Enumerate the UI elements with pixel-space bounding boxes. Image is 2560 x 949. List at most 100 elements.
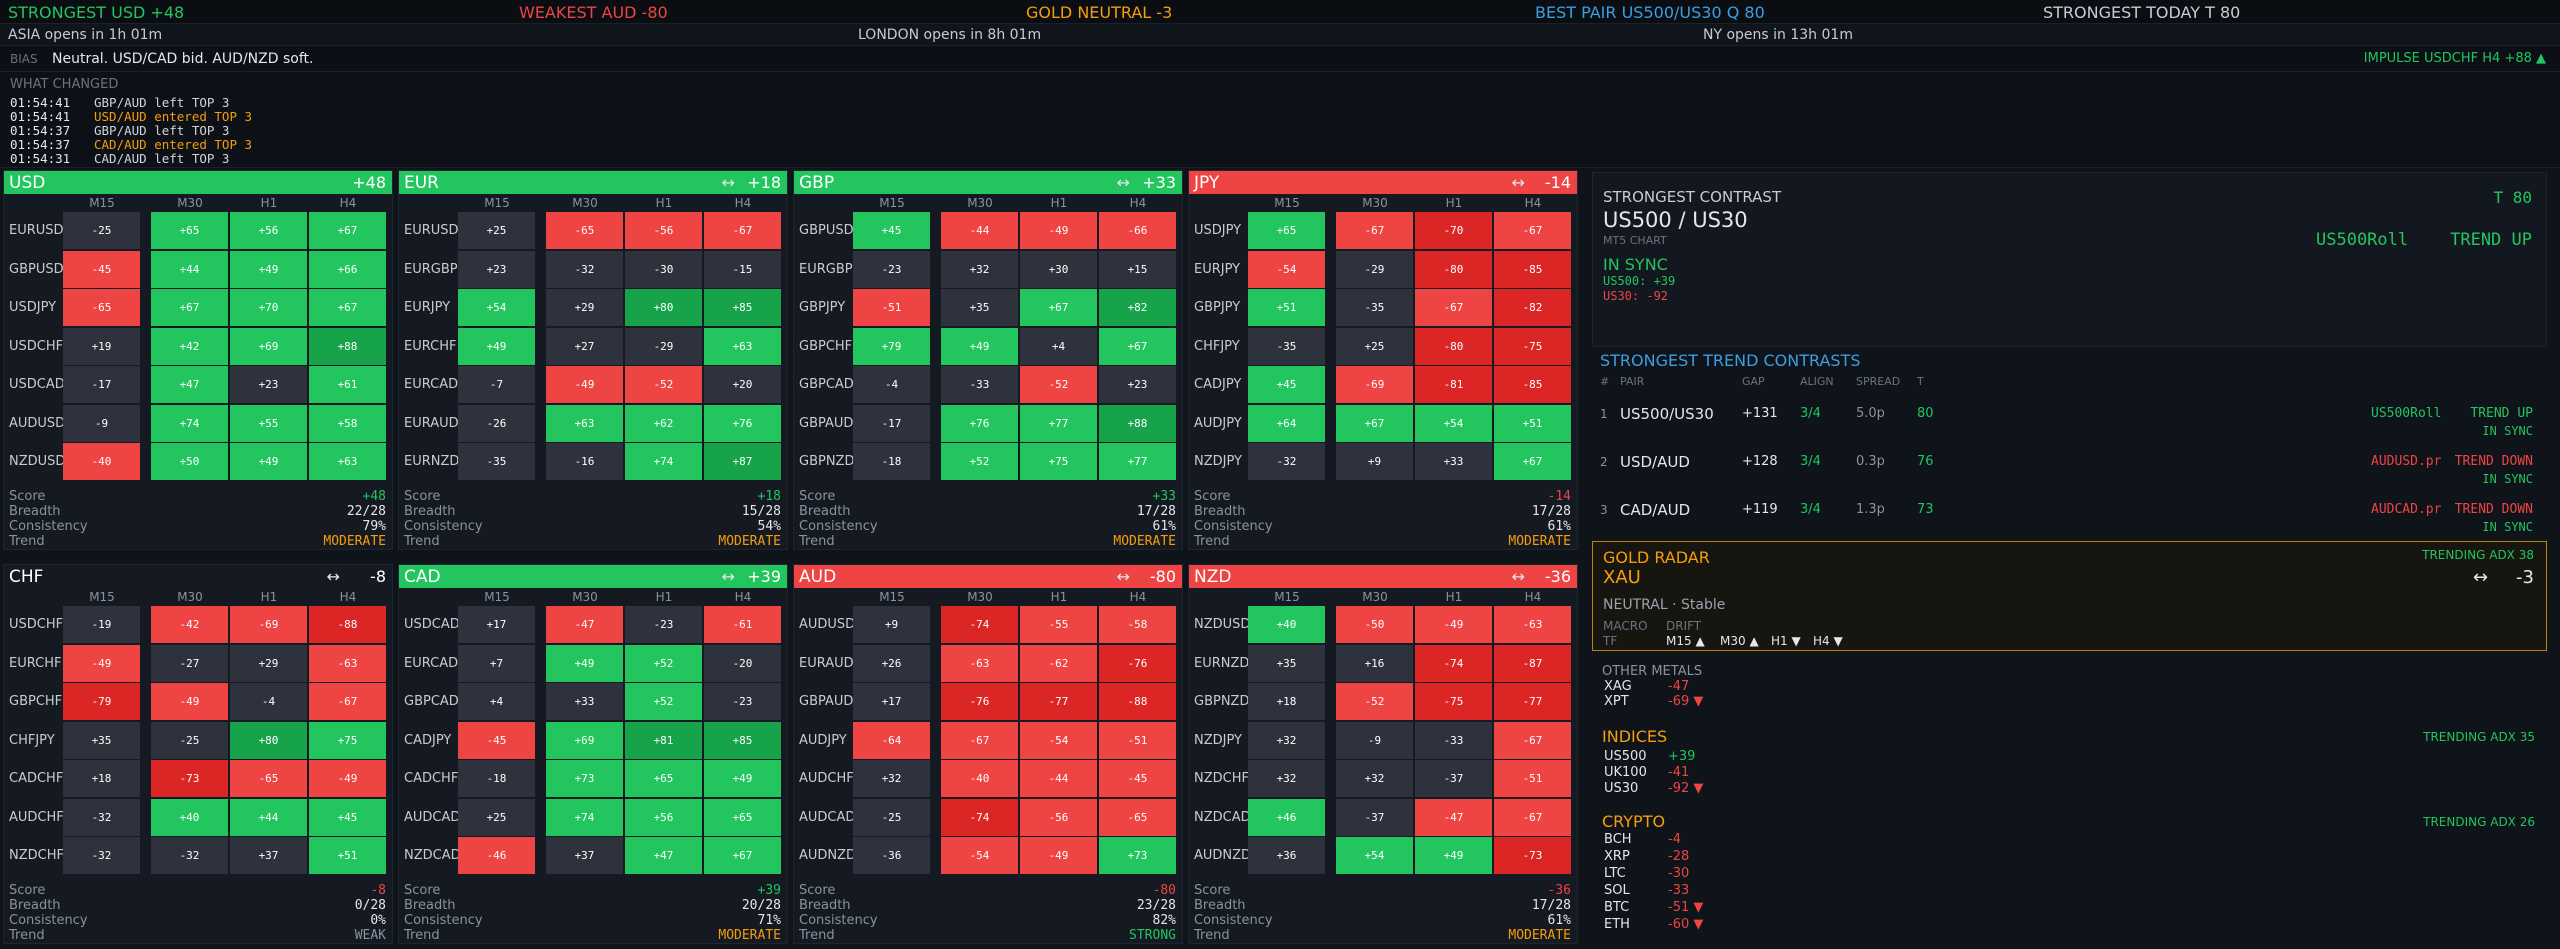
currency-panel-eur[interactable]: EUR ↔ +18 M15 M30 H1 H4 EURUSD +25 -65 -56 -67 EURGB… — [398, 170, 788, 550]
heatmap-cell[interactable]: -42 — [151, 606, 228, 643]
heatmap-cell[interactable]: +54 — [458, 289, 535, 326]
heatmap-cell[interactable]: -67 — [1415, 289, 1492, 326]
heatmap-cell[interactable]: -56 — [1020, 798, 1097, 836]
heatmap-cell[interactable]: -50 — [1336, 606, 1413, 643]
heatmap-cell[interactable]: -87 — [1494, 644, 1571, 682]
heatmap-cell[interactable]: -65 — [1099, 798, 1176, 836]
heatmap-cell[interactable]: +17 — [458, 606, 535, 643]
heatmap-cell[interactable]: -9 — [1336, 721, 1413, 759]
heatmap-cell[interactable]: -23 — [853, 250, 930, 288]
heatmap-cell[interactable]: -37 — [1415, 760, 1492, 797]
heatmap-cell[interactable]: -33 — [941, 366, 1018, 403]
heatmap-cell[interactable]: +88 — [1099, 404, 1176, 442]
heatmap-cell[interactable]: +42 — [151, 327, 228, 365]
heatmap-cell[interactable]: -88 — [1099, 683, 1176, 720]
heatmap-cell[interactable]: +49 — [230, 443, 307, 480]
heatmap-cell[interactable]: -65 — [63, 289, 140, 326]
heatmap-cell[interactable]: +69 — [230, 327, 307, 365]
currency-panel-jpy[interactable]: JPY ↔ -14 M15 M30 H1 H4 USDJPY +65 -67 -70 -67 EURJP… — [1188, 170, 1578, 550]
heatmap-cell[interactable]: +62 — [625, 404, 702, 442]
heatmap-cell[interactable]: -32 — [63, 837, 140, 874]
heatmap-cell[interactable]: +87 — [704, 443, 781, 480]
heatmap-cell[interactable]: +67 — [309, 212, 386, 249]
heatmap-cell[interactable]: -15 — [704, 250, 781, 288]
heatmap-cell[interactable]: -80 — [1415, 327, 1492, 365]
heatmap-cell[interactable]: +51 — [1248, 289, 1325, 326]
heatmap-cell[interactable]: -67 — [941, 721, 1018, 759]
heatmap-cell[interactable]: -76 — [941, 683, 1018, 720]
heatmap-cell[interactable]: +76 — [941, 404, 1018, 442]
heatmap-cell[interactable]: +18 — [1248, 683, 1325, 720]
heatmap-cell[interactable]: +49 — [458, 327, 535, 365]
heatmap-cell[interactable]: -25 — [63, 212, 140, 249]
heatmap-cell[interactable]: -55 — [1020, 606, 1097, 643]
heatmap-cell[interactable]: -52 — [625, 366, 702, 403]
heatmap-cell[interactable]: +32 — [1248, 760, 1325, 797]
heatmap-cell[interactable]: +16 — [1336, 644, 1413, 682]
heatmap-cell[interactable]: +37 — [546, 837, 623, 874]
heatmap-cell[interactable]: +23 — [230, 366, 307, 403]
heatmap-cell[interactable]: +20 — [704, 366, 781, 403]
heatmap-cell[interactable]: -25 — [151, 721, 228, 759]
heatmap-cell[interactable]: -74 — [1415, 644, 1492, 682]
currency-panel-chf[interactable]: CHF ↔ -8 M15 M30 H1 H4 USDCHF -19 -42 -69 -88 EURCHF… — [3, 564, 393, 944]
heatmap-cell[interactable]: +45 — [309, 798, 386, 836]
heatmap-cell[interactable]: -49 — [63, 644, 140, 682]
heatmap-cell[interactable]: -52 — [1020, 366, 1097, 403]
heatmap-cell[interactable]: -65 — [546, 212, 623, 249]
heatmap-cell[interactable]: +23 — [458, 250, 535, 288]
heatmap-cell[interactable]: +49 — [546, 644, 623, 682]
heatmap-cell[interactable]: -54 — [941, 837, 1018, 874]
heatmap-cell[interactable]: -19 — [63, 606, 140, 643]
heatmap-cell[interactable]: -49 — [151, 683, 228, 720]
heatmap-cell[interactable]: -32 — [151, 837, 228, 874]
heatmap-cell[interactable]: -30 — [625, 250, 702, 288]
heatmap-cell[interactable]: -47 — [1415, 798, 1492, 836]
heatmap-cell[interactable]: -35 — [1248, 327, 1325, 365]
trend-contrast-row[interactable]: 1 US500/US30 +131 3/4 5.0p 80 US500Roll TREND U… — [1592, 395, 2547, 443]
heatmap-cell[interactable]: +67 — [1020, 289, 1097, 326]
heatmap-cell[interactable]: -49 — [309, 760, 386, 797]
heatmap-cell[interactable]: +70 — [230, 289, 307, 326]
heatmap-cell[interactable]: -67 — [309, 683, 386, 720]
heatmap-cell[interactable]: +25 — [458, 212, 535, 249]
heatmap-cell[interactable]: -46 — [458, 837, 535, 874]
heatmap-cell[interactable]: +56 — [230, 212, 307, 249]
heatmap-cell[interactable]: -35 — [458, 443, 535, 480]
heatmap-cell[interactable]: -40 — [941, 760, 1018, 797]
heatmap-cell[interactable]: +63 — [704, 327, 781, 365]
heatmap-cell[interactable]: +82 — [1099, 289, 1176, 326]
heatmap-cell[interactable]: +76 — [704, 404, 781, 442]
heatmap-cell[interactable]: +25 — [1336, 327, 1413, 365]
heatmap-cell[interactable]: +73 — [1099, 837, 1176, 874]
heatmap-cell[interactable]: -29 — [1336, 250, 1413, 288]
heatmap-cell[interactable]: -4 — [853, 366, 930, 403]
heatmap-cell[interactable]: -63 — [941, 644, 1018, 682]
heatmap-cell[interactable]: -27 — [151, 644, 228, 682]
heatmap-cell[interactable]: -45 — [63, 250, 140, 288]
heatmap-cell[interactable]: +29 — [546, 289, 623, 326]
heatmap-cell[interactable]: +64 — [1248, 404, 1325, 442]
heatmap-cell[interactable]: +19 — [63, 327, 140, 365]
gold-radar-card[interactable]: GOLD RADAR TRENDING ADX 38 XAU ↔ -3 NEUT… — [1592, 541, 2547, 651]
heatmap-cell[interactable]: +63 — [309, 443, 386, 480]
heatmap-cell[interactable]: -85 — [1494, 366, 1571, 403]
heatmap-cell[interactable]: -75 — [1415, 683, 1492, 720]
heatmap-cell[interactable]: +77 — [1099, 443, 1176, 480]
heatmap-cell[interactable]: -65 — [230, 760, 307, 797]
heatmap-cell[interactable]: -70 — [1415, 212, 1492, 249]
heatmap-cell[interactable]: +65 — [1248, 212, 1325, 249]
heatmap-cell[interactable]: -18 — [853, 443, 930, 480]
heatmap-cell[interactable]: +88 — [309, 327, 386, 365]
heatmap-cell[interactable]: +4 — [458, 683, 535, 720]
heatmap-cell[interactable]: -17 — [853, 404, 930, 442]
heatmap-cell[interactable]: +75 — [1020, 443, 1097, 480]
heatmap-cell[interactable]: -54 — [1020, 721, 1097, 759]
heatmap-cell[interactable]: +52 — [941, 443, 1018, 480]
heatmap-cell[interactable]: +32 — [853, 760, 930, 797]
heatmap-cell[interactable]: +33 — [546, 683, 623, 720]
heatmap-cell[interactable]: -35 — [1336, 289, 1413, 326]
heatmap-cell[interactable]: -23 — [704, 683, 781, 720]
heatmap-cell[interactable]: +54 — [1415, 404, 1492, 442]
heatmap-cell[interactable]: +23 — [1099, 366, 1176, 403]
